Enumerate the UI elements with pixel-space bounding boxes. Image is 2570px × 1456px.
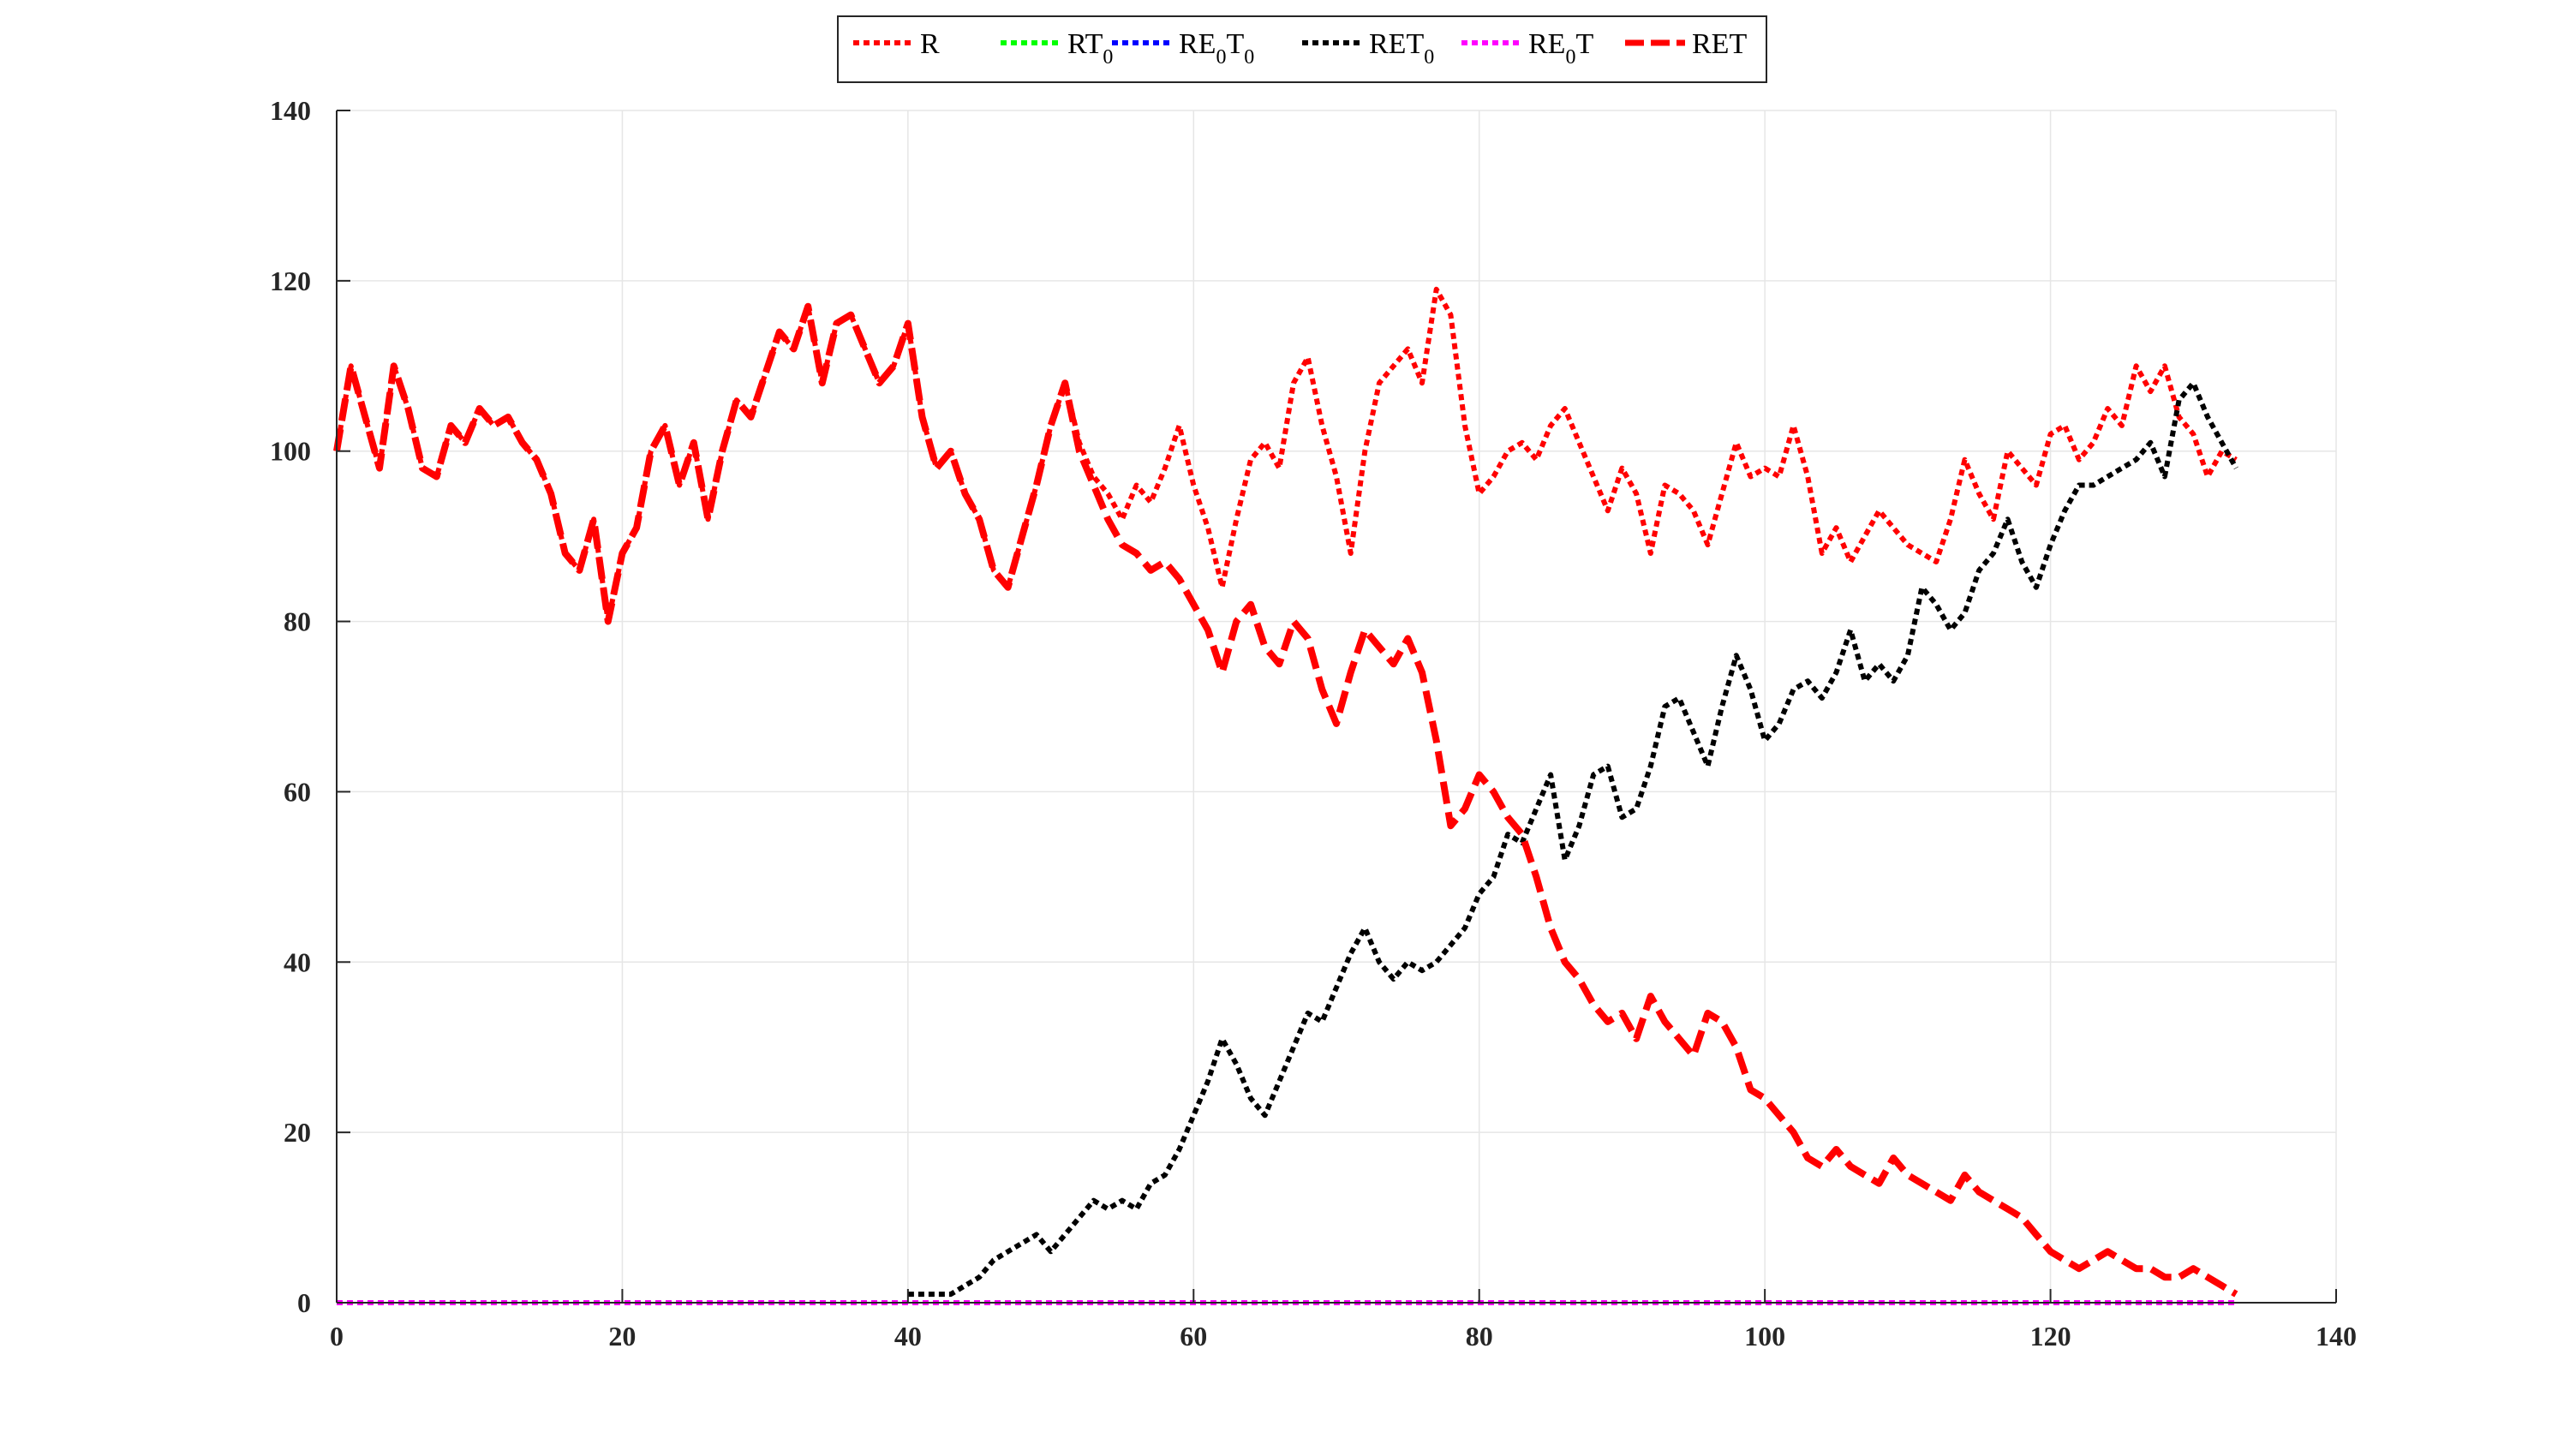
legend-entry-label: R	[920, 28, 940, 60]
legend: R RT0 RE0T0 RET0 RE0T RET	[837, 15, 1767, 83]
legend-entry-label: RE0T0	[1179, 28, 1254, 69]
x-tick-label: 20	[608, 1321, 636, 1352]
y-tick-label: 60	[284, 776, 311, 807]
x-tick-label: 60	[1180, 1321, 1207, 1352]
y-tick-label: 40	[284, 946, 311, 977]
x-tick-label: 80	[1466, 1321, 1493, 1352]
x-tick-label: 140	[2316, 1321, 2357, 1352]
y-tick-label: 0	[297, 1287, 311, 1318]
y-tick-label: 140	[270, 95, 311, 126]
grid-lines	[336, 110, 2337, 1304]
y-tick-label: 120	[270, 266, 311, 296]
y-tick-label: 20	[284, 1117, 311, 1148]
x-tick-label: 40	[894, 1321, 922, 1352]
x-tick-label: 100	[1744, 1321, 1785, 1352]
y-tick-label: 80	[284, 606, 311, 637]
series-line-ret	[333, 302, 2238, 1298]
x-tick-label: 120	[2030, 1321, 2071, 1352]
legend-entry-label: RT0	[1067, 28, 1113, 69]
legend-box	[837, 15, 1767, 83]
series-line-ret0	[907, 380, 2238, 1298]
axes	[336, 110, 2336, 1304]
ticks: 0 20 40 60 80 100 120 140 0 20 40 60 80 100 120 140	[270, 95, 2357, 1352]
plot-background	[337, 110, 2336, 1303]
x-tick-label: 0	[330, 1321, 344, 1352]
legend-entry-label: RE0T	[1528, 28, 1593, 69]
legend-entry-label: RET	[1692, 28, 1747, 60]
y-tick-label: 100	[270, 436, 311, 467]
legend-entry-label: RET0	[1369, 28, 1434, 69]
